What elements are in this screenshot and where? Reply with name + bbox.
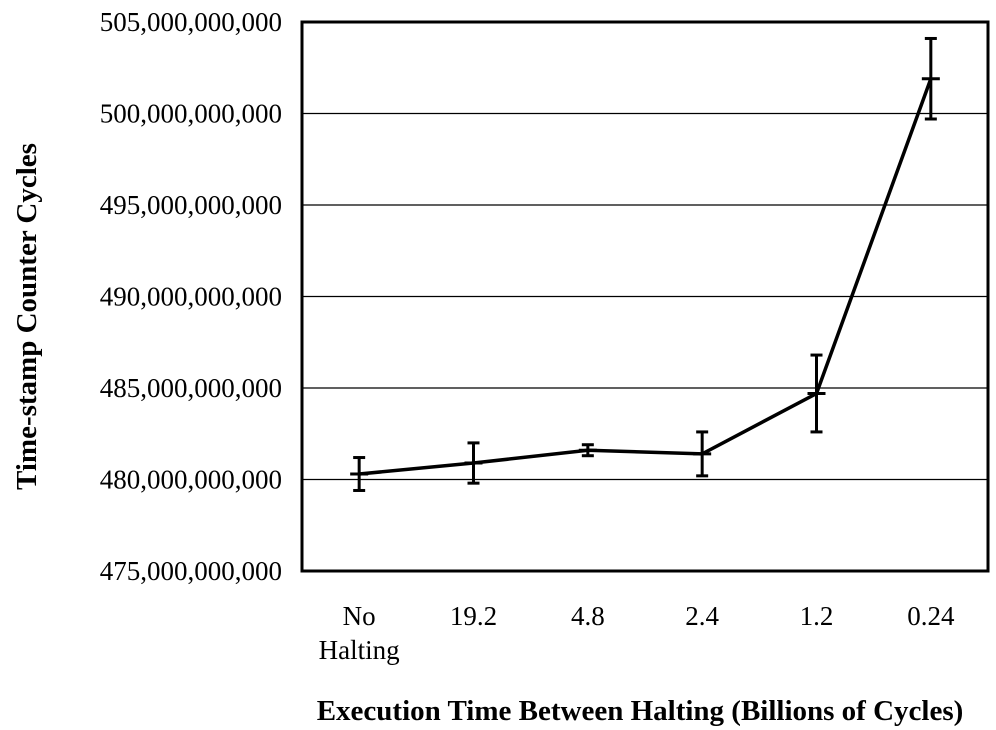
plot-area-frame (300, 20, 990, 573)
y-axis-title: Time-stamp Counter Cycles (11, 143, 43, 490)
series-line-path (358, 78, 933, 476)
y-tick-label: 495,000,000,000 (100, 190, 282, 220)
y-axis-ticks: 475,000,000,000 480,000,000,000 485,000,00… (100, 7, 282, 586)
y-tick-label: 480,000,000,000 (100, 465, 282, 495)
x-tick-label: 0.24 (907, 601, 955, 631)
x-tick-label: 4.8 (571, 601, 605, 631)
y-tick-label: 490,000,000,000 (100, 282, 282, 312)
series-line (358, 78, 933, 476)
x-tick-label: 19.2 (450, 601, 497, 631)
x-tick-label: 2.4 (685, 601, 719, 631)
x-axis-ticks: No Halting 19.2 4.8 2.4 1.2 0.24 (319, 601, 955, 665)
y-tick-label: 505,000,000,000 (100, 7, 282, 37)
y-tick-label: 500,000,000,000 (100, 99, 282, 129)
x-axis-title: Execution Time Between Halting (Billions… (317, 695, 964, 727)
x-tick-label: 1.2 (800, 601, 834, 631)
x-tick-label: No Halting (319, 601, 400, 665)
y-tick-label: 485,000,000,000 (100, 373, 282, 403)
error-bars (350, 36, 940, 492)
y-tick-label: 475,000,000,000 (100, 556, 282, 586)
gridlines (302, 112, 988, 481)
